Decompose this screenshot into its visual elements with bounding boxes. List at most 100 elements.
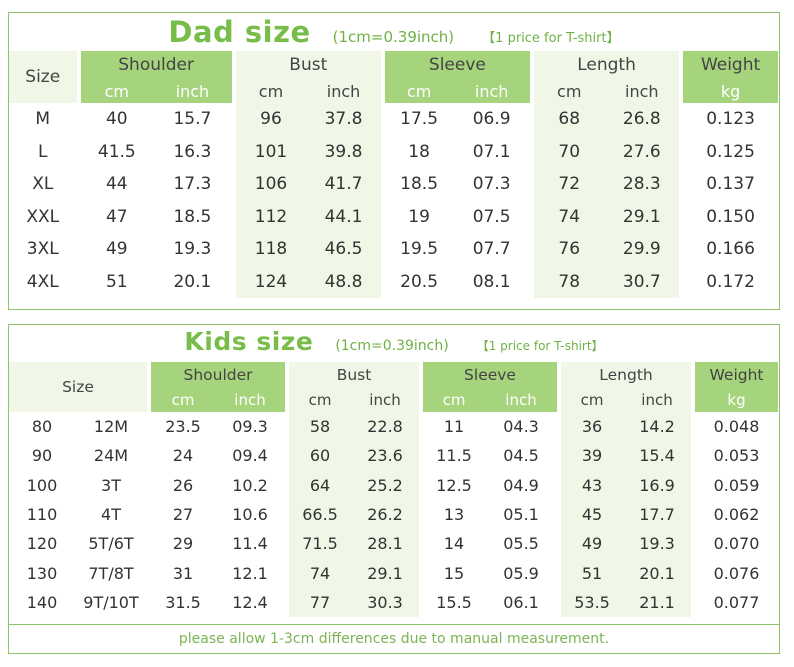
cell: 0.048	[691, 412, 779, 442]
cell: 07.1	[453, 135, 530, 168]
cell: 06.9	[453, 103, 530, 136]
cell: 17.5	[380, 103, 454, 136]
cell: 28.1	[351, 529, 420, 559]
cell: 0.150	[679, 200, 778, 233]
dad-unit-cm: cm	[529, 79, 605, 103]
cell: 19.3	[153, 233, 232, 266]
kids-price-note: 【1 price for T-shirt】	[476, 339, 604, 353]
cell: 51	[557, 558, 624, 588]
cell: 14.2	[623, 412, 692, 442]
cell: 25.2	[351, 470, 420, 500]
cell: 0.077	[691, 587, 779, 618]
dad-unit-kg: kg	[679, 79, 778, 103]
cell: 44	[76, 168, 154, 201]
table-row: 130 7T/8T 31 12.1 74 29.1 15 05.9 51 20.…	[9, 558, 779, 588]
cell: 0.076	[691, 558, 779, 588]
kids-table-body: 80 12M 23.5 09.3 58 22.8 11 04.3 36 14.2…	[9, 412, 779, 618]
cell: 30.7	[604, 265, 680, 298]
cell: 30.3	[351, 587, 420, 618]
kids-unit-cm: cm	[419, 388, 486, 412]
age-cell: 12M	[93, 417, 129, 437]
cell: 05.9	[485, 558, 558, 588]
cell: 49	[557, 529, 624, 559]
table-row: XL 44 17.3 106 41.7 18.5 07.3 72 28.3 0.…	[9, 168, 778, 201]
kids-unit-inch: inch	[215, 388, 286, 412]
cell: 58	[285, 412, 352, 442]
size-cell: 110	[26, 505, 58, 525]
size-cell: 100	[26, 475, 58, 495]
cell: 124	[231, 265, 307, 298]
cell: 06.1	[485, 587, 558, 618]
cell: 12.5	[419, 470, 486, 500]
cell: 11.4	[215, 529, 286, 559]
cell: 118	[231, 233, 307, 266]
age-cell: 5T/6T	[88, 534, 134, 554]
cell: 68	[529, 103, 605, 136]
dad-unit-note: (1cm=0.39inch)	[332, 28, 455, 46]
table-row: 3XL 49 19.3 118 46.5 19.5 07.7 76 29.9 0…	[9, 233, 778, 266]
kids-header-weight: Weight	[691, 362, 779, 388]
cell: 0.053	[691, 441, 779, 471]
kids-header-bust: Bust	[285, 362, 420, 388]
age-cell: 9T/10T	[83, 592, 139, 612]
cell: 112	[231, 200, 307, 233]
dad-table-body: M 40 15.7 96 37.8 17.5 06.9 68 26.8 0.12…	[9, 103, 778, 298]
cell: 74	[529, 200, 605, 233]
cell: 41.5	[76, 135, 154, 168]
cell: 0.070	[691, 529, 779, 559]
cell: 0.125	[679, 135, 778, 168]
cell: 76	[529, 233, 605, 266]
size-cell: M	[35, 109, 51, 130]
dad-unit-inch: inch	[153, 79, 232, 103]
cell: 08.1	[453, 265, 530, 298]
kids-header-shoulder: Shoulder	[147, 362, 286, 388]
table-row: 80 12M 23.5 09.3 58 22.8 11 04.3 36 14.2…	[9, 412, 779, 442]
cell: 0.166	[679, 233, 778, 266]
size-cell: XL	[32, 174, 54, 195]
cell: 20.5	[380, 265, 454, 298]
kids-unit-cm: cm	[285, 388, 352, 412]
kids-header-size: Size	[9, 362, 148, 412]
cell: 15.4	[623, 441, 692, 471]
cell: 22.8	[351, 412, 420, 442]
cell: 11.5	[419, 441, 486, 471]
cell: 27.6	[604, 135, 680, 168]
cell: 15.5	[419, 587, 486, 618]
dad-title: Dad size	[168, 15, 311, 49]
cell: 29.1	[351, 558, 420, 588]
cell: 14	[419, 529, 486, 559]
kids-title-row: Kids size (1cm=0.39inch) 【1 price for T-…	[9, 327, 779, 356]
cell: 16.9	[623, 470, 692, 500]
dad-unit-inch: inch	[604, 79, 680, 103]
measurement-disclaimer: please allow 1-3cm differences due to ma…	[9, 624, 779, 653]
cell: 09.4	[215, 441, 286, 471]
cell: 19	[380, 200, 454, 233]
cell: 04.5	[485, 441, 558, 471]
kids-unit-inch: inch	[623, 388, 692, 412]
kids-unit-inch: inch	[351, 388, 420, 412]
cell: 12.4	[215, 587, 286, 618]
dad-header-size: Size	[9, 51, 77, 103]
cell: 17.3	[153, 168, 232, 201]
cell: 26.2	[351, 499, 420, 530]
dad-header-weight: Weight	[679, 51, 778, 79]
dad-price-note: 【1 price for T-shirt】	[482, 31, 620, 46]
dad-unit-cm: cm	[231, 79, 307, 103]
dad-size-table: Size Shoulder Bust Sleeve Length Weight …	[9, 51, 778, 298]
cell: 07.5	[453, 200, 530, 233]
cell: 11	[419, 412, 486, 442]
kids-unit-cm: cm	[147, 388, 216, 412]
cell: 71.5	[285, 529, 352, 559]
cell: 12.1	[215, 558, 286, 588]
cell: 15.7	[153, 103, 232, 136]
dad-header-length: Length	[529, 51, 680, 79]
dad-unit-cm: cm	[76, 79, 154, 103]
cell: 19.3	[623, 529, 692, 559]
cell: 46.5	[306, 233, 381, 266]
dad-header-sleeve: Sleeve	[380, 51, 530, 79]
cell: 48.8	[306, 265, 381, 298]
size-cell: 90	[31, 446, 53, 466]
cell: 60	[285, 441, 352, 471]
table-row: 4XL 51 20.1 124 48.8 20.5 08.1 78 30.7 0…	[9, 265, 778, 298]
cell: 74	[285, 558, 352, 588]
